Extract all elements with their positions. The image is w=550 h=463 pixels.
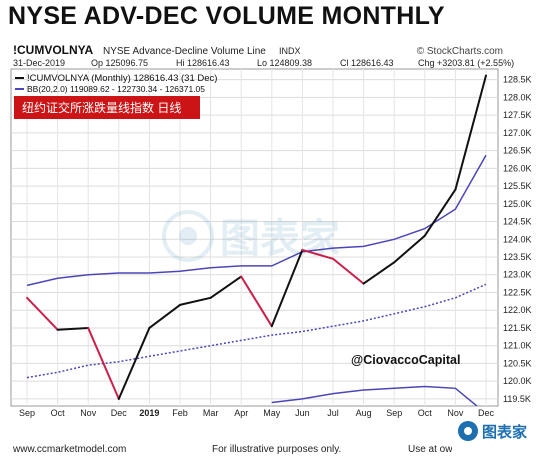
y-tick-label: 124.0K <box>503 234 532 244</box>
y-tick-label: 125.0K <box>503 199 532 209</box>
x-tick-label: Dec <box>478 408 495 418</box>
logo-icon-eye <box>464 427 472 435</box>
price-segment <box>454 74 487 191</box>
y-tick-label: 123.0K <box>503 270 532 280</box>
y-tick-label: 128.5K <box>503 75 532 85</box>
price-segment <box>270 248 304 328</box>
x-tick-label: Feb <box>172 408 188 418</box>
price-segment <box>87 326 120 400</box>
x-tick-label: Oct <box>51 408 66 418</box>
y-tick-label: 123.5K <box>503 252 532 262</box>
x-tick-label: Mar <box>203 408 219 418</box>
y-tick-label: 125.5K <box>503 181 532 191</box>
y-tick-label: 124.5K <box>503 217 532 227</box>
footer-disclaimer: For illustrative purposes only. <box>212 444 341 455</box>
y-tick-label: 122.0K <box>503 305 532 315</box>
chinese-label: 纽约证交所涨跌量线指数 日线 <box>22 100 181 115</box>
index-name: NYSE Advance-Decline Volume Line <box>103 46 266 57</box>
chart-headline: NYSE ADV-DEC VOLUME MONTHLY <box>8 2 445 30</box>
price-segment <box>332 257 365 285</box>
close-value: Cl 128616.43 <box>340 58 394 68</box>
x-tick-label: May <box>263 408 281 418</box>
price-segment <box>301 248 334 260</box>
y-tick-label: 126.0K <box>503 163 532 173</box>
price-segment <box>423 188 457 237</box>
bb-upper-band <box>26 154 487 287</box>
y-axis: 119.5K 120.0K 120.5K 121.0K 121.5K 122.0K 122.… <box>503 75 532 404</box>
exchange-label: INDX <box>279 46 301 56</box>
x-tick-label: 2019 <box>139 408 159 418</box>
legend-bb-label: BB(20,2.0) 119089.62 - 122730.34 - 12637… <box>27 84 205 94</box>
footer-risk: Use at own risk. <box>408 444 479 455</box>
symbol-label: !CUMVOLNYA <box>13 43 94 57</box>
logo: 图表家 <box>452 421 547 461</box>
y-tick-label: 121.0K <box>503 341 532 351</box>
y-tick-label: 128.0K <box>503 92 532 102</box>
open-value: Op 125096.75 <box>91 58 148 68</box>
price-segment <box>56 326 90 331</box>
legend-price-label: !CUMVOLNYA (Monthly) 128616.43 (31 Dec) <box>27 73 217 84</box>
date-label: 31-Dec-2019 <box>13 58 65 68</box>
x-tick-label: Jul <box>327 408 339 418</box>
y-tick-label: 120.0K <box>503 376 532 386</box>
plot-frame <box>10 68 499 407</box>
y-tick-label: 126.5K <box>503 146 532 156</box>
price-segment <box>117 326 151 400</box>
x-tick-label: Apr <box>234 408 248 418</box>
price-segment <box>240 275 273 328</box>
series-group <box>26 74 487 406</box>
series-layer <box>26 74 487 406</box>
watermark-text: 图表家 <box>220 217 340 261</box>
x-tick-label: Nov <box>80 408 97 418</box>
price-segment <box>393 234 426 264</box>
x-tick-label: Jun <box>295 408 310 418</box>
price-segment <box>179 296 212 306</box>
bb-lower-band <box>271 385 479 406</box>
footer-website: www.ccmarketmodel.com <box>12 444 126 455</box>
logo-text: 图表家 <box>482 423 527 441</box>
watermark: 图表家 <box>162 210 340 262</box>
stockcharts-brand: © StockCharts.com <box>417 46 503 57</box>
high-value: Hi 128616.43 <box>176 58 230 68</box>
y-tick-label: 119.5K <box>503 394 531 404</box>
x-tick-label: Sep <box>19 408 35 418</box>
y-tick-label: 127.0K <box>503 128 532 138</box>
x-tick-label: Oct <box>418 408 433 418</box>
y-tick-label: 121.5K <box>503 323 532 333</box>
x-axis: Sep Oct Nov Dec 2019 Feb Mar Apr May Jun Jul Aug Sep… <box>19 408 495 418</box>
price-segment <box>362 261 396 285</box>
annotation-handle: @CiovaccoCapital <box>351 353 460 367</box>
change-value: Chg +3203.81 (+2.55%) <box>418 58 514 68</box>
price-segment <box>26 296 59 331</box>
chinese-label-box <box>14 96 200 119</box>
price-segment <box>148 303 181 329</box>
price-segment <box>209 275 243 299</box>
y-tick-label: 122.5K <box>503 287 532 297</box>
x-tick-label: Aug <box>356 408 372 418</box>
x-tick-label: Dec <box>111 408 128 418</box>
y-tick-label: 120.5K <box>503 358 532 368</box>
x-tick-label: Nov <box>447 408 464 418</box>
low-value: Lo 124809.38 <box>257 58 312 68</box>
x-tick-label: Sep <box>386 408 402 418</box>
y-tick-label: 127.5K <box>503 110 532 120</box>
